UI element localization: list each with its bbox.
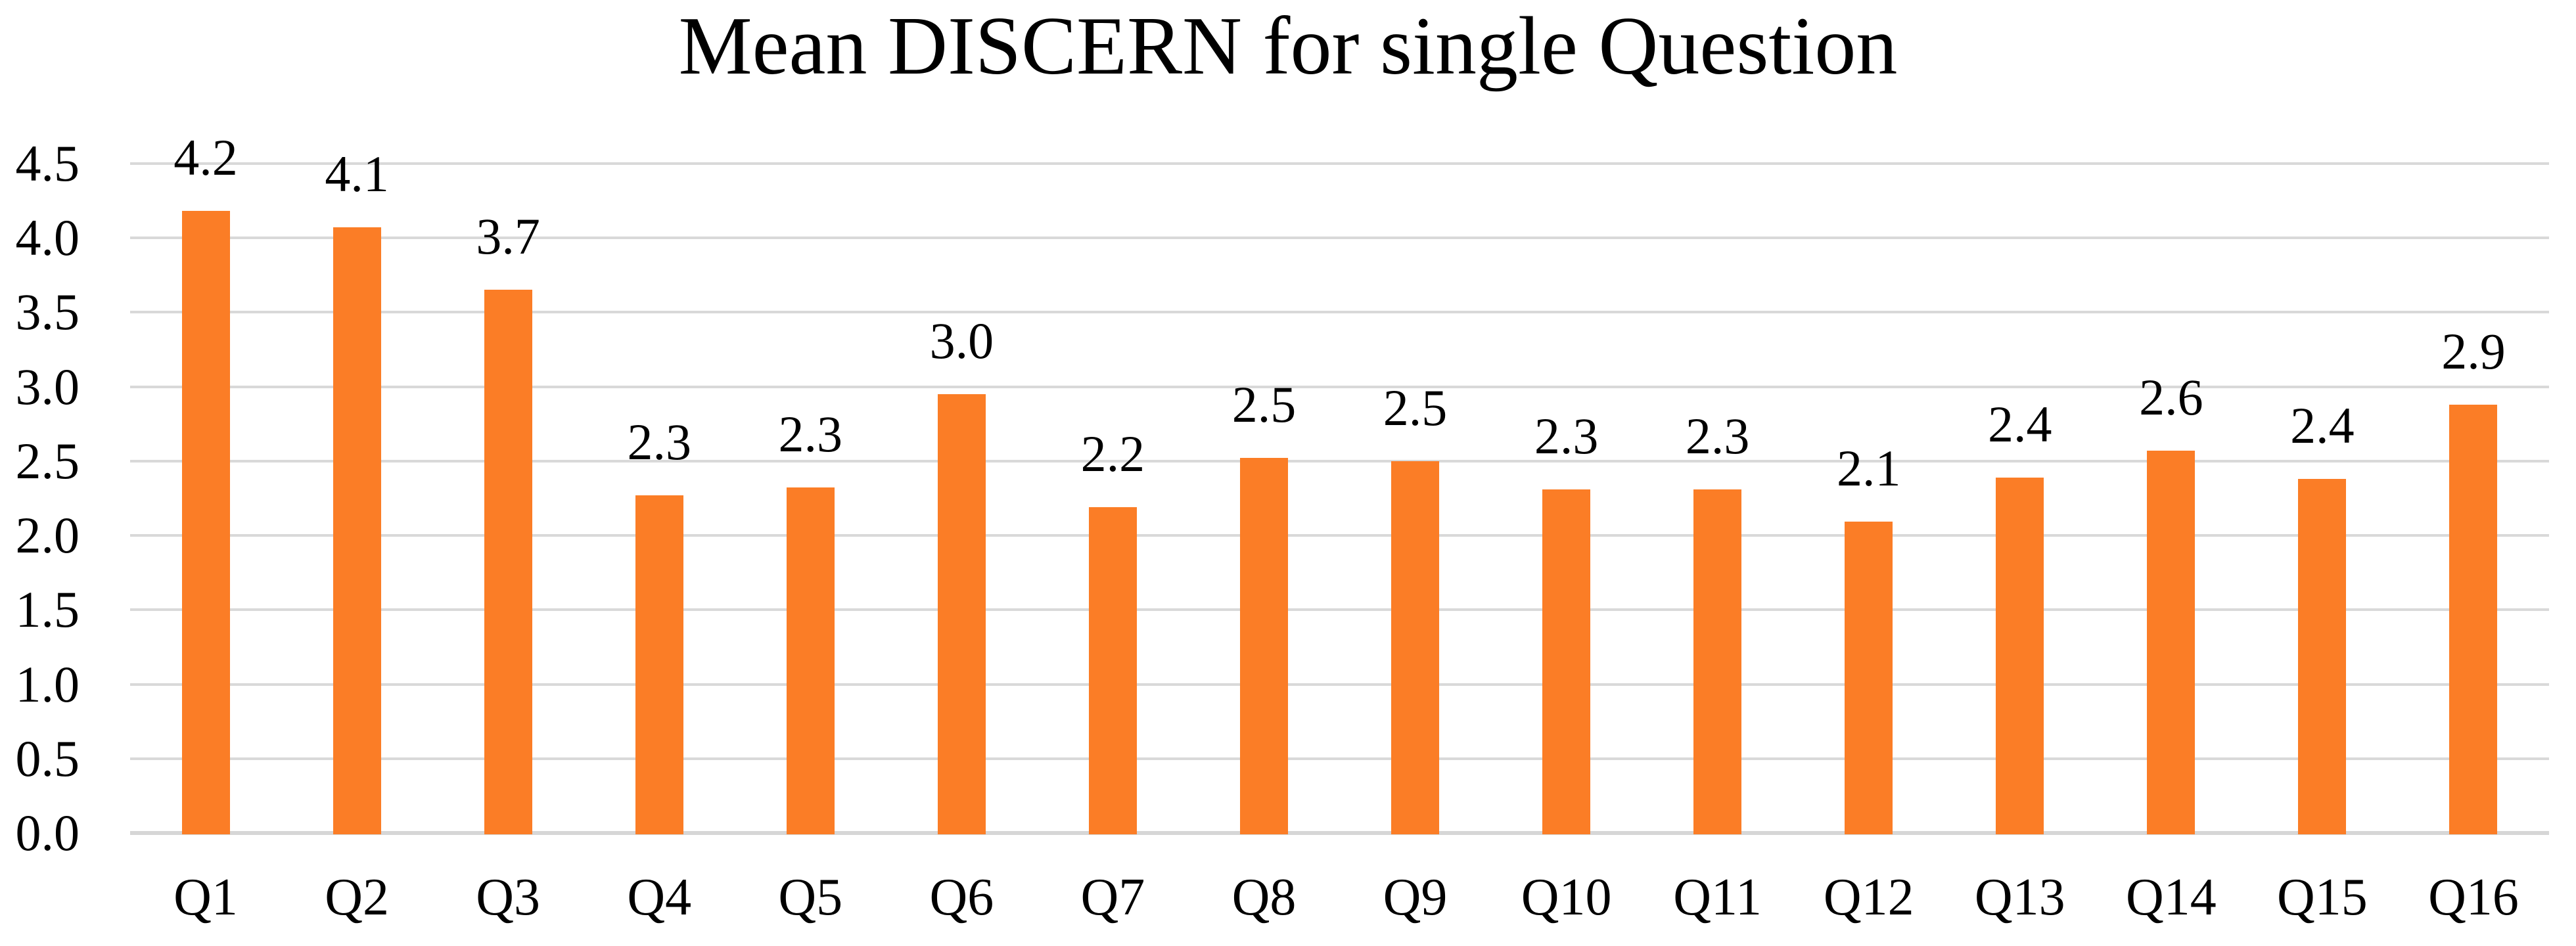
data-label-Q12: 2.1 <box>1836 439 1901 497</box>
gridline-1.5 <box>130 608 2549 612</box>
category-slot-Q7: 2.2 Q7 <box>1037 164 1188 924</box>
bar-Q10 <box>1542 489 1591 834</box>
y-tick-label-4.5: 4.5 <box>15 135 80 192</box>
y-tick-label-1.0: 1.0 <box>15 655 80 713</box>
bar-Q6 <box>937 394 986 834</box>
data-label-Q1: 4.2 <box>173 129 238 187</box>
category-slot-Q8: 2.5 Q8 <box>1188 164 1339 924</box>
bar-Q16 <box>2449 404 2498 834</box>
bar-Q15 <box>2298 478 2347 834</box>
data-label-Q7: 2.2 <box>1080 424 1145 482</box>
data-label-Q5: 2.3 <box>778 405 843 463</box>
bar-Q7 <box>1088 507 1137 834</box>
plot-area: 0.0 0.5 1.0 1.5 2.0 2.5 3.0 3.5 4.0 4.5 4.2 Q1 4.1 Q… <box>16 132 2549 924</box>
x-tick-label-Q6: Q6 <box>929 868 994 926</box>
x-tick-label-Q11: Q11 <box>1673 868 1762 926</box>
bar-Q5 <box>786 487 835 834</box>
category-slot-Q11: 2.3 Q11 <box>1642 164 1793 924</box>
bar-Q13 <box>1996 477 2044 834</box>
data-label-Q16: 2.9 <box>2441 322 2506 380</box>
bar-Q3 <box>484 290 532 834</box>
x-tick-label-Q15: Q15 <box>2277 868 2368 926</box>
y-tick-label-4.0: 4.0 <box>15 209 80 267</box>
bar-Q9 <box>1391 461 1440 834</box>
gridline-2.0 <box>130 534 2549 537</box>
data-label-Q14: 2.6 <box>2139 368 2203 426</box>
x-tick-label-Q1: Q1 <box>173 868 238 926</box>
x-tick-label-Q8: Q8 <box>1231 868 1297 926</box>
bar-Q1 <box>181 211 230 834</box>
y-tick-label-2.5: 2.5 <box>15 432 80 489</box>
data-label-Q3: 3.7 <box>476 208 540 265</box>
category-slot-Q15: 2.4 Q15 <box>2247 164 2398 924</box>
bar-Q8 <box>1239 458 1288 834</box>
gridline-4.0 <box>130 236 2549 240</box>
data-label-Q11: 2.3 <box>1685 407 1750 464</box>
x-tick-label-Q3: Q3 <box>476 868 541 926</box>
x-tick-label-Q13: Q13 <box>1974 868 2065 926</box>
x-tick-label-Q9: Q9 <box>1383 868 1448 926</box>
category-slot-Q2: 4.1 Q2 <box>281 148 432 924</box>
x-tick-label-Q4: Q4 <box>627 868 692 926</box>
category-slot-Q13: 2.4 Q13 <box>1944 164 2096 924</box>
bar-Q11 <box>1693 489 1742 834</box>
x-tick-label-Q2: Q2 <box>325 868 389 926</box>
gridline-0.5 <box>130 757 2549 760</box>
data-label-Q2: 4.1 <box>325 145 389 203</box>
x-tick-label-Q10: Q10 <box>1521 868 1612 926</box>
gridline-2.5 <box>130 459 2549 462</box>
gridline-1.0 <box>130 683 2549 686</box>
y-tick-label-0.0: 0.0 <box>15 804 80 861</box>
bar-Q12 <box>1845 522 1893 834</box>
bar-Q2 <box>333 227 381 834</box>
category-slot-Q16: 2.9 Q16 <box>2398 164 2549 924</box>
y-tick-label-3.5: 3.5 <box>15 283 80 341</box>
bar-Q14 <box>2147 450 2196 834</box>
gridline-3.0 <box>130 385 2549 388</box>
x-tick-label-Q16: Q16 <box>2428 868 2519 926</box>
category-slot-Q6: 3.0 Q6 <box>886 164 1037 924</box>
category-slot-Q5: 2.3 Q5 <box>735 164 886 924</box>
data-label-Q8: 2.5 <box>1231 376 1297 434</box>
y-tick-label-2.0: 2.0 <box>15 507 80 564</box>
category-slot-Q9: 2.5 Q9 <box>1340 164 1491 924</box>
category-slot-Q4: 2.3 Q4 <box>584 164 735 924</box>
category-slot-Q1: 4.2 Q1 <box>130 132 281 924</box>
x-tick-label-Q5: Q5 <box>778 868 843 926</box>
data-label-Q10: 2.3 <box>1534 407 1599 464</box>
y-tick-label-1.5: 1.5 <box>15 581 80 639</box>
x-tick-label-Q7: Q7 <box>1080 868 1145 926</box>
data-label-Q15: 2.4 <box>2290 396 2355 454</box>
y-tick-label-3.0: 3.0 <box>15 357 80 415</box>
category-slot-Q12: 2.1 Q12 <box>1793 164 1944 924</box>
y-tick-label-0.5: 0.5 <box>15 729 80 787</box>
x-tick-label-Q14: Q14 <box>2125 868 2217 926</box>
data-label-Q9: 2.5 <box>1383 378 1448 436</box>
bar-Q4 <box>635 495 683 834</box>
category-slot-Q3: 3.7 Q3 <box>432 164 584 924</box>
data-label-Q4: 2.3 <box>627 413 691 470</box>
category-slot-Q10: 2.3 Q10 <box>1491 164 1642 924</box>
x-axis-line <box>130 831 2549 835</box>
data-label-Q13: 2.4 <box>1988 395 2052 453</box>
gridline-4.5 <box>130 162 2549 165</box>
data-label-Q6: 3.0 <box>929 311 994 369</box>
category-slot-Q14: 2.6 Q14 <box>2096 164 2247 924</box>
chart-title: Mean DISCERN for single Question <box>678 1 1898 92</box>
x-tick-label-Q12: Q12 <box>1823 868 1914 926</box>
gridline-3.5 <box>130 311 2549 314</box>
